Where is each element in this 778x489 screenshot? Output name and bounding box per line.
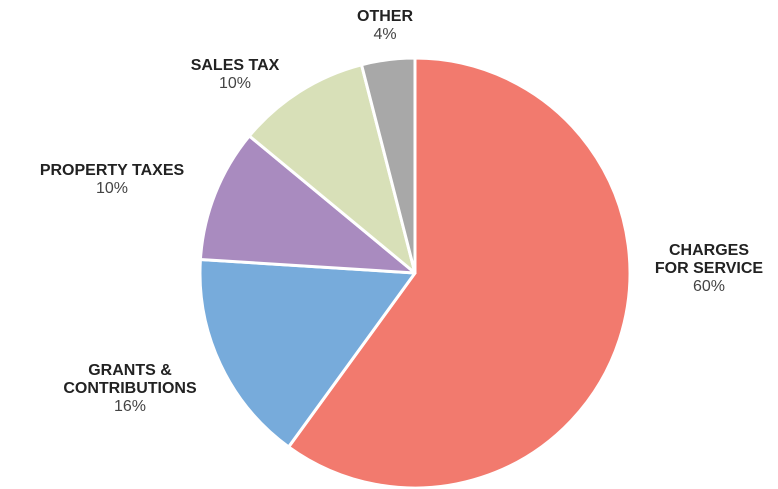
pie-slice — [198, 134, 417, 275]
value-label: 10% — [95, 180, 129, 197]
slice-label: OTHER 4% — [335, 8, 435, 44]
slice-label: SALES TAX 10% — [160, 57, 310, 93]
pie-slice — [287, 56, 632, 489]
category-name: CHARGES FOR SERVICE — [654, 242, 764, 277]
pie-slice — [360, 56, 417, 275]
value-label: 60% — [692, 278, 726, 295]
pie-slice — [198, 258, 417, 449]
value-label: 10% — [218, 75, 252, 92]
value-label: 16% — [113, 398, 147, 415]
category-name: PROPERTY TAXES — [39, 162, 185, 179]
category-name: OTHER — [357, 8, 413, 25]
category-name: GRANTS & CONTRIBUTIONS — [63, 362, 197, 397]
slice-label: PROPERTY TAXES 10% — [0, 162, 224, 198]
slice-label: GRANTS & CONTRIBUTIONS 16% — [20, 362, 240, 416]
value-label: 4% — [373, 26, 397, 43]
slice-label: CHARGES FOR SERVICE 60% — [640, 242, 778, 296]
category-name: SALES TAX — [190, 57, 280, 74]
